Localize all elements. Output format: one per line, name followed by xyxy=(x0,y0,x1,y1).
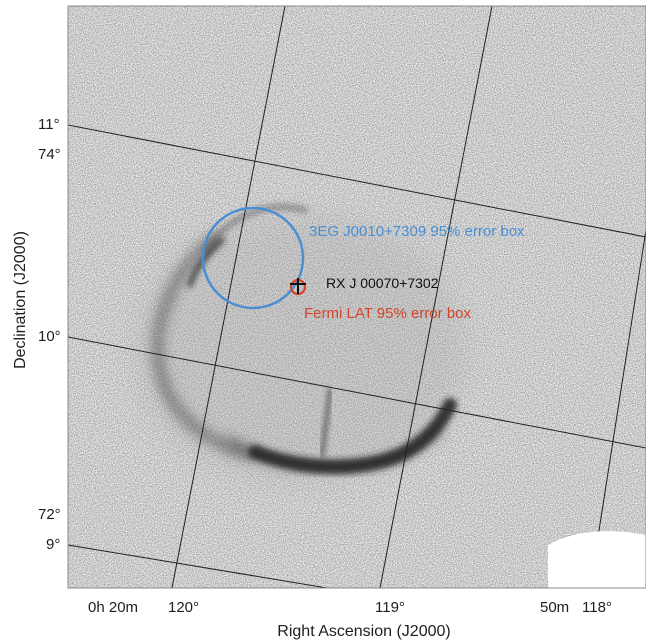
y-axis-title: Declination (J2000) xyxy=(12,231,29,369)
grid-ra-line-1 xyxy=(171,6,286,588)
source-label: RX J 00070+7302 xyxy=(326,275,439,291)
dec-tick-10: 10° xyxy=(38,328,61,345)
grid-dec-line-2 xyxy=(68,336,646,449)
map-frame xyxy=(67,5,646,589)
northern-filament xyxy=(202,204,308,253)
masked-corner xyxy=(548,531,646,588)
grid-dec-line-3 xyxy=(68,544,330,588)
western-filament xyxy=(152,233,255,460)
egret-error-circle xyxy=(201,206,305,310)
ra-tick-119: 119° xyxy=(375,599,405,616)
grid-dec-line-1 xyxy=(68,124,646,238)
ra-tick-0h20m: 0h 20m xyxy=(88,599,138,616)
coordinate-grid xyxy=(68,6,646,588)
ra-tick-50m: 50m xyxy=(540,599,569,616)
supernova-remnant-shell xyxy=(135,204,465,485)
grid-ra-line-3 xyxy=(589,229,646,588)
dec-tick-9: 9° xyxy=(46,536,60,553)
dec-tick-11: 11° xyxy=(38,116,60,133)
ra-tick-labels: 0h 20m 120° 119° 50m 118° xyxy=(88,599,612,616)
egret-label: 3EG J0010+7309 95% error box xyxy=(309,223,525,240)
sky-map-panel: 3EG J0010+7309 95% error box RX J 00070+… xyxy=(68,6,646,588)
diffuse-emission xyxy=(135,215,465,485)
source-position-marker xyxy=(290,278,306,294)
dec-tick-72: 72° xyxy=(38,506,61,523)
western-bright-knot xyxy=(187,237,225,288)
x-axis-title: Right Ascension (J2000) xyxy=(277,623,450,640)
southern-outer-arc xyxy=(227,427,443,472)
grid-ra-line-2 xyxy=(379,6,493,588)
declination-tick-labels: 11° 74° 10° 72° 9° xyxy=(38,116,61,553)
ra-tick-118: 118° xyxy=(582,599,612,616)
fermi-label: Fermi LAT 95% error box xyxy=(304,305,471,322)
dec-tick-74: 74° xyxy=(38,146,61,163)
ra-tick-120: 120° xyxy=(168,599,199,616)
central-streak xyxy=(320,388,332,457)
